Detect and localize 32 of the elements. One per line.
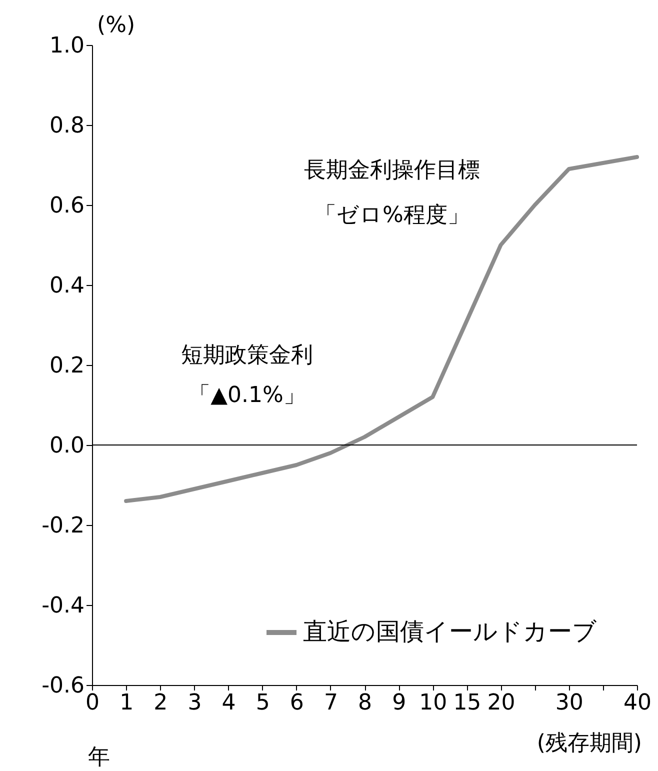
x-axis-title: (残存期間) [536,731,642,756]
y-axis-title: (%) [97,13,136,38]
x-tick-label: 15 [453,690,482,716]
annotation: 長期金利操作目標 [304,158,480,183]
x-tick-label: 6 [290,690,304,716]
annotation: 「ゼロ%程度」 [314,203,470,228]
y-tick-label: 0.2 [50,354,84,378]
x-tick-label: 8 [358,690,372,716]
y-tick-label: -0.4 [42,594,84,618]
text: 年 [88,745,110,770]
x-tick-label: 4 [222,690,236,716]
x-tick-label: 10 [419,690,448,716]
y-tick-label: 0.0 [50,434,84,458]
y-tick-label: 1.0 [50,34,84,58]
x-tick-label: 9 [392,690,406,716]
x-tick-label: 7 [324,690,338,716]
x-tick-label: 30 [555,690,584,716]
y-tick-label: 0.6 [50,194,84,218]
x-tick-label: 0 [86,690,100,716]
x-tick-label: 20 [487,690,516,716]
annotation: 短期政策金利 [181,343,313,368]
x-tick-label: 1 [120,690,134,716]
x-tick-label: 3 [188,690,202,716]
x-tick-label: 2 [154,690,168,716]
x-tick-label: 40 [624,690,652,716]
x-tick-label: 5 [256,690,270,716]
y-tick-label: 0.4 [50,274,84,298]
y-tick-label: -0.6 [42,674,84,698]
y-tick-label: -0.2 [42,514,84,538]
annotation: 「▲0.1%」 [188,383,306,408]
y-tick-label: 0.8 [50,114,84,138]
legend-label: 直近の国債イールドカーブ [303,618,597,646]
